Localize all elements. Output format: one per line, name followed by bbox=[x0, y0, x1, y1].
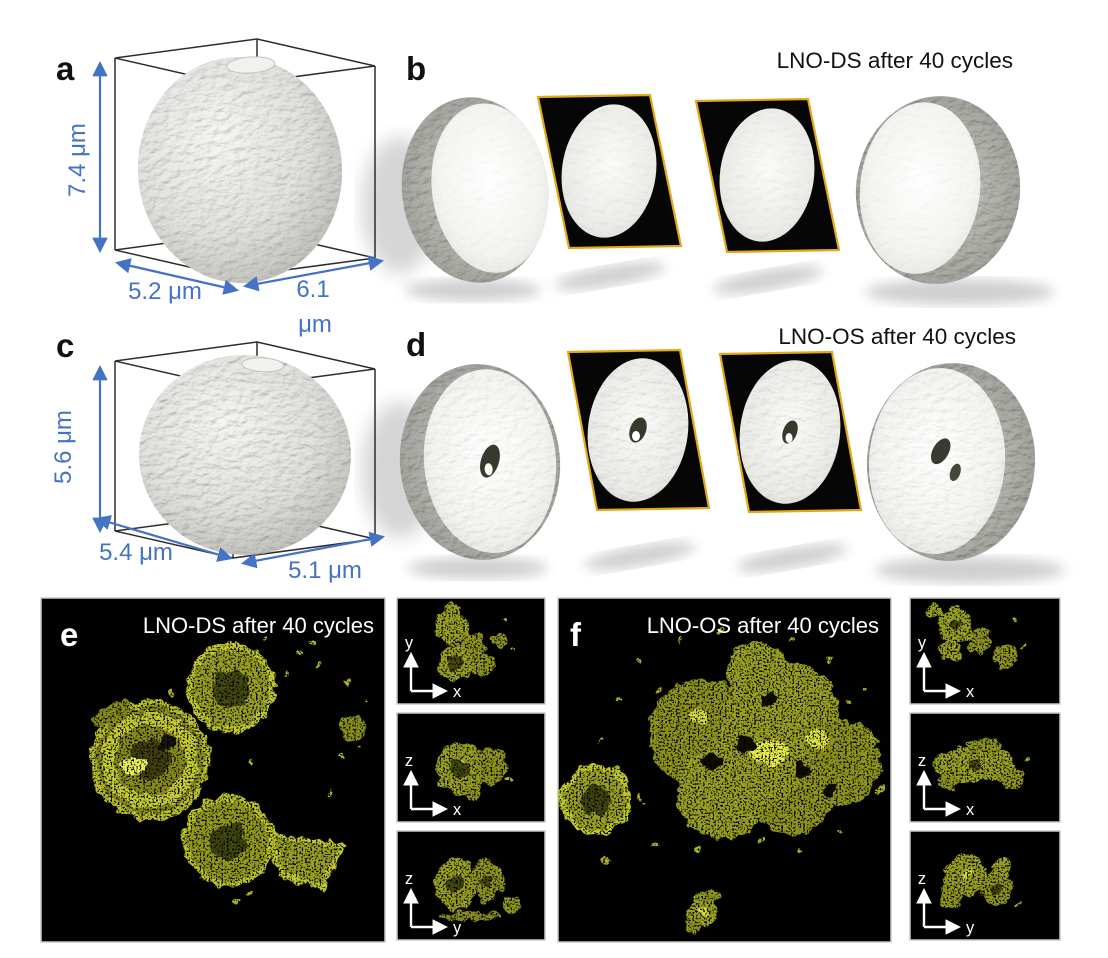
projection-particles bbox=[938, 854, 1023, 908]
dimension-label-width-unit: μm bbox=[298, 311, 332, 338]
axis-vertical-label: y bbox=[918, 634, 927, 652]
panel-a-3d-render: 7.4 μm 5.2 μm 6.1 μm a bbox=[56, 38, 438, 338]
render-shadow bbox=[875, 557, 1065, 583]
panel-label-b: b bbox=[406, 50, 426, 87]
dimension-label-height: 5.6 μm bbox=[50, 410, 77, 484]
panel-e-projection-yx: y x bbox=[396, 597, 546, 705]
render-shadow bbox=[554, 262, 666, 290]
axis-horizontal-label: x bbox=[966, 801, 975, 819]
depth-dimension-arrow bbox=[114, 258, 240, 295]
depth-dimension-arrow bbox=[95, 515, 233, 562]
axis-vertical-label: z bbox=[918, 752, 926, 770]
void-highlight bbox=[632, 431, 640, 441]
panel-label-d: d bbox=[406, 326, 426, 363]
panel-f-title: LNO-OS after 40 cycles bbox=[647, 613, 879, 638]
axis-vertical-label: z bbox=[405, 870, 413, 888]
slice-image-1 bbox=[566, 348, 711, 512]
projection-particles bbox=[435, 858, 520, 921]
axis-vertical-label: y bbox=[405, 634, 414, 652]
panel-f-fluorescence: f LNO-OS after 40 cycles bbox=[557, 597, 892, 943]
panel-e-particles bbox=[89, 638, 369, 903]
panel-label-f: f bbox=[570, 616, 582, 653]
panel-label-a: a bbox=[56, 50, 75, 87]
dimension-label-depth: 5.2 μm bbox=[128, 278, 202, 305]
axis-vertical-label: z bbox=[405, 752, 413, 770]
render-shadow bbox=[736, 544, 848, 572]
panel-f-projection-zx: z x bbox=[909, 712, 1061, 823]
projection-particles bbox=[435, 603, 514, 681]
axis-vertical-label: z bbox=[918, 870, 926, 888]
render-shadow bbox=[405, 279, 541, 301]
width-dimension-arrow bbox=[242, 255, 385, 292]
projection-particles bbox=[436, 742, 513, 800]
axis-horizontal-label: y bbox=[966, 919, 975, 937]
dimension-label-width: 5.1 μm bbox=[288, 557, 362, 584]
panel-d-title: LNO-OS after 40 cycles bbox=[778, 324, 1016, 349]
panel-label-e: e bbox=[60, 616, 78, 653]
panel-e-title: LNO-DS after 40 cycles bbox=[143, 613, 374, 638]
projection-particles bbox=[933, 737, 1033, 789]
panel-e-fluorescence: e LNO-DS after 40 cycles bbox=[40, 597, 386, 943]
internal-void bbox=[930, 438, 951, 465]
panel-b-cross-sections: b LNO-DS after 40 cycles bbox=[401, 48, 1055, 305]
cut-particle-left bbox=[401, 97, 549, 283]
axis-horizontal-label: y bbox=[453, 919, 462, 937]
particle-3d bbox=[137, 56, 343, 283]
panel-f-projection-zy: z y bbox=[909, 830, 1061, 941]
panel-e-projection-zx: z x bbox=[396, 712, 546, 823]
cut-particle-left bbox=[399, 364, 561, 560]
particle-3d bbox=[139, 354, 351, 556]
panel-e-projection-zy: z y bbox=[396, 830, 546, 941]
dimension-label-depth: 5.4 μm bbox=[99, 539, 173, 566]
render-shadow bbox=[712, 266, 824, 294]
render-shadow bbox=[408, 557, 548, 579]
width-dimension-arrow bbox=[240, 531, 386, 569]
internal-void bbox=[949, 463, 961, 481]
axis-horizontal-label: x bbox=[453, 801, 462, 819]
cut-particle-right bbox=[866, 363, 1036, 561]
dimension-label-height: 7.4 μm bbox=[64, 123, 91, 197]
void-highlight bbox=[484, 463, 493, 476]
panel-b-title: LNO-DS after 40 cycles bbox=[777, 48, 1013, 73]
particle-top-dimple bbox=[241, 357, 285, 373]
panel-label-c: c bbox=[56, 327, 74, 364]
panel-c-3d-render: 5.6 μm 5.4 μm 5.1 μm c bbox=[50, 327, 438, 584]
particle-top-dimple bbox=[226, 56, 276, 74]
slice-image-2 bbox=[718, 350, 863, 514]
render-shadow bbox=[865, 279, 1055, 305]
cut-particle-right bbox=[855, 96, 1021, 284]
axis-horizontal-label: x bbox=[966, 683, 975, 701]
panel-d-cross-sections: d LNO-OS after 40 cycles bbox=[399, 324, 1065, 583]
void-highlight bbox=[785, 433, 793, 443]
render-shadow bbox=[584, 542, 696, 570]
projection-particles bbox=[928, 605, 1026, 668]
slice-image-2 bbox=[694, 97, 841, 254]
panel-f-particles bbox=[560, 627, 883, 934]
dimension-label-width-value: 6.1 bbox=[296, 276, 329, 303]
slice-image-1 bbox=[536, 93, 683, 250]
axis-horizontal-label: x bbox=[453, 683, 462, 701]
panel-f-projection-yx: y x bbox=[909, 597, 1061, 705]
